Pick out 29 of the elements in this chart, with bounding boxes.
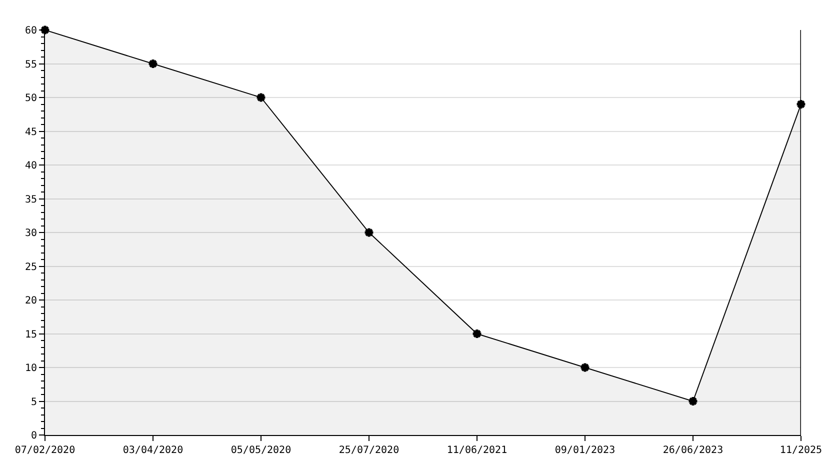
x-tick-label: 03/04/2020	[122, 445, 184, 456]
x-tick-label: 07/02/2020	[14, 445, 76, 456]
x-tick-label: 05/05/2020	[230, 445, 292, 456]
point	[256, 92, 266, 103]
y-tick-label: 35	[24, 194, 37, 206]
x-tick-label: 26/06/2023	[662, 445, 724, 456]
point	[796, 98, 806, 110]
y-tick-label: 0	[30, 430, 37, 442]
y-tick-label: 55	[24, 59, 37, 70]
y-tick-label: 5	[30, 396, 37, 408]
y-tick-label: 25	[24, 262, 37, 273]
x-tick-label: 11/06/2021	[446, 445, 508, 456]
y-tick-label: 15	[24, 329, 37, 340]
point	[148, 58, 158, 70]
point	[580, 362, 590, 373]
point	[40, 24, 50, 36]
x-tick-label: 11/2025	[780, 445, 822, 456]
y-tick-label: 50	[24, 93, 37, 104]
point	[364, 227, 374, 238]
x-tick-label: 25/07/2020	[338, 445, 400, 456]
point	[472, 328, 482, 340]
y-tick-label: 45	[24, 126, 37, 138]
point	[688, 396, 698, 407]
x-tick-label: 09/01/2023	[554, 445, 616, 456]
y-tick-label: 20	[24, 296, 37, 306]
y-tick-label: 40	[24, 160, 37, 172]
y-tick-label: 60	[24, 26, 37, 36]
y-tick-label: 10	[24, 363, 37, 374]
y-tick-label: 30	[24, 228, 37, 239]
